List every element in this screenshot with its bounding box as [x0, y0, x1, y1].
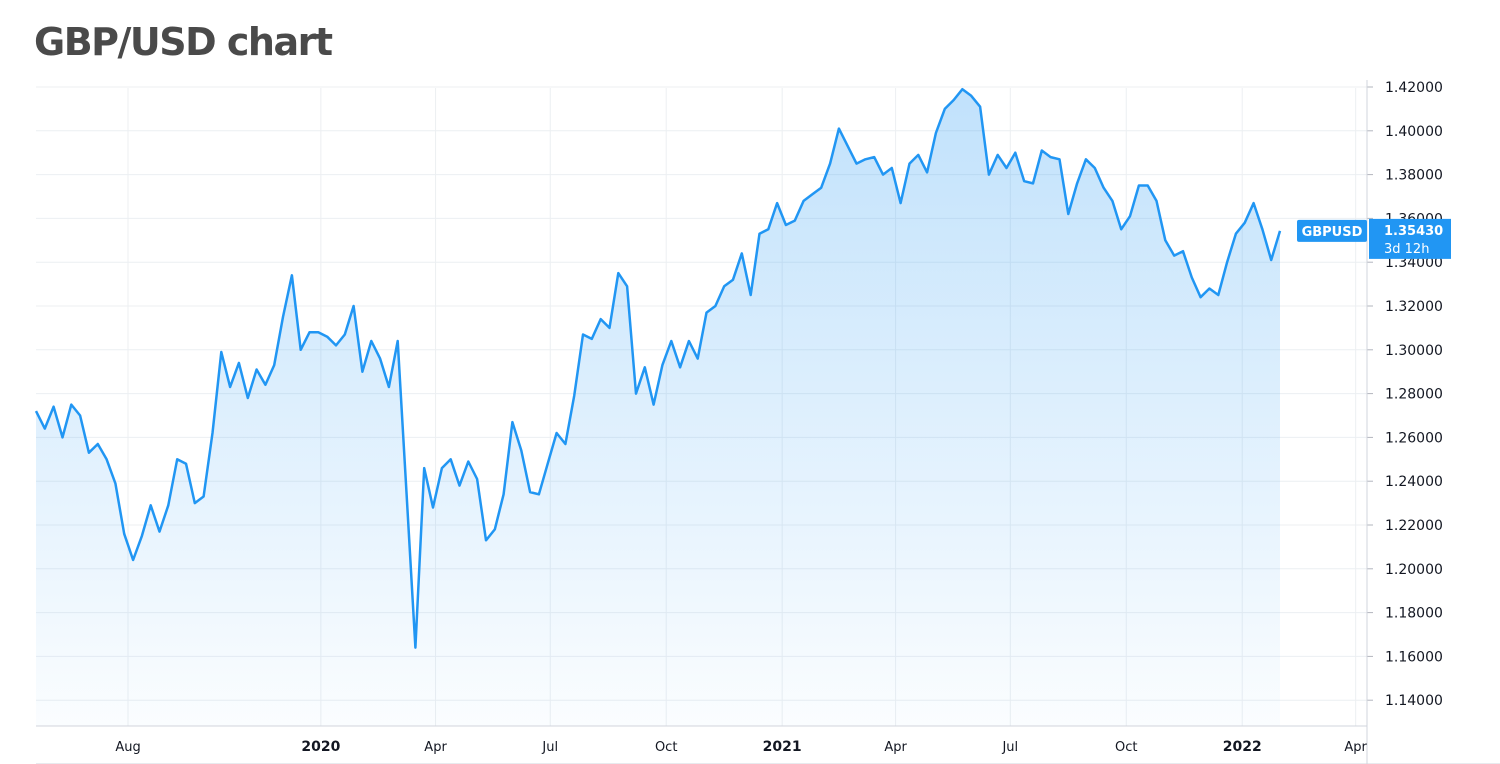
price-area-fill [36, 89, 1280, 726]
x-tick-label: Apr [884, 740, 907, 755]
y-tick-label: 1.24000 [1385, 474, 1443, 490]
countdown-label: 3d 12h [1384, 242, 1429, 257]
y-tick-label: 1.38000 [1385, 168, 1443, 184]
x-tick-label: Oct [1115, 740, 1137, 755]
y-tick-label: 1.42000 [1385, 80, 1443, 96]
x-tick-label: Jul [541, 740, 558, 755]
x-tick-label: Aug [115, 740, 140, 755]
x-tick-label: Oct [655, 740, 677, 755]
symbol-badge [1297, 219, 1367, 242]
y-tick-label: 1.28000 [1385, 387, 1443, 403]
y-tick-label: 1.40000 [1385, 124, 1443, 140]
price-line [34, 87, 1282, 649]
y-tick-label: 1.30000 [1385, 343, 1443, 359]
page-title: GBP/USD chart [34, 20, 333, 64]
y-tick-label: 1.32000 [1385, 299, 1443, 315]
chart-area-layer [34, 87, 1282, 726]
y-tick-label: 1.26000 [1385, 430, 1443, 446]
y-tick-label: 1.18000 [1385, 606, 1443, 622]
x-tick-label: 2021 [763, 739, 802, 755]
y-tick-label: 1.34000 [1385, 255, 1443, 271]
y-tick-label: 1.20000 [1385, 562, 1443, 578]
y-tick-label: 1.14000 [1385, 693, 1443, 709]
x-tick-label: Jul [1001, 740, 1018, 755]
chart-tick-labels: 1.420001.400001.380001.360001.340001.320… [115, 80, 1443, 755]
symbol-badge-label: GBPUSD [1302, 225, 1363, 240]
last-value-label: 1.35430 [1384, 224, 1443, 239]
last-value-badge [1369, 218, 1451, 259]
x-tick-label: Apr [424, 740, 447, 755]
last-price-badge: GBPUSD 1.35430 3d 12h [1297, 218, 1451, 259]
y-tick-label: 1.22000 [1385, 518, 1443, 534]
y-tick-label: 1.16000 [1385, 649, 1443, 665]
x-tick-label: Apr [1344, 740, 1367, 755]
x-tick-label: 2020 [301, 739, 340, 755]
chart-axes [36, 80, 1500, 764]
x-tick-label: 2022 [1223, 739, 1262, 755]
